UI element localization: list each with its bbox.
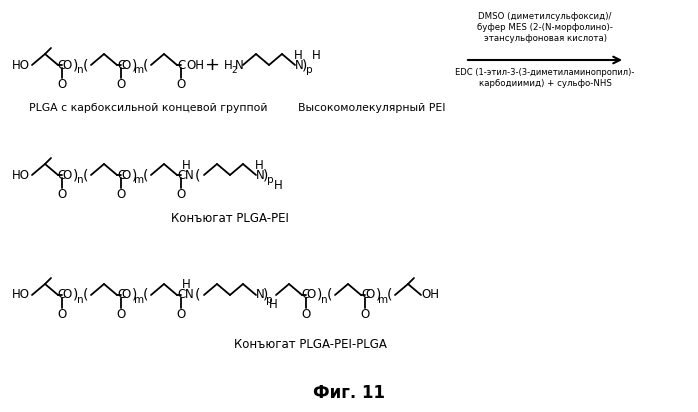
Text: N: N — [295, 59, 304, 72]
Text: (: ( — [142, 288, 148, 302]
Text: ): ) — [133, 288, 138, 302]
Text: C: C — [117, 59, 125, 72]
Text: C: C — [177, 169, 185, 182]
Text: O: O — [117, 307, 126, 321]
Text: ): ) — [73, 58, 79, 72]
Text: O: O — [121, 288, 131, 302]
Text: ): ) — [73, 288, 79, 302]
Text: H: H — [255, 159, 263, 171]
Text: O: O — [306, 288, 315, 302]
Text: p: p — [267, 175, 274, 185]
Text: N: N — [256, 288, 265, 302]
Text: Фиг. 11: Фиг. 11 — [313, 384, 385, 402]
Text: O: O — [177, 77, 186, 91]
Text: +: + — [205, 56, 219, 74]
Text: C: C — [302, 288, 310, 302]
Text: (: ( — [82, 58, 88, 72]
Text: p: p — [266, 295, 272, 305]
Text: H: H — [181, 159, 191, 171]
Text: ): ) — [133, 58, 138, 72]
Text: HO: HO — [12, 169, 30, 182]
Text: O: O — [62, 169, 72, 182]
Text: O: O — [121, 169, 131, 182]
Text: H: H — [311, 49, 320, 61]
Text: m: m — [378, 295, 388, 305]
Text: O: O — [177, 187, 186, 201]
Text: O: O — [177, 307, 186, 321]
Text: карбодиимид) + сульфо-NHS: карбодиимид) + сульфо-NHS — [479, 79, 611, 87]
Text: ): ) — [263, 288, 269, 302]
Text: (: ( — [326, 288, 332, 302]
Text: O: O — [117, 187, 126, 201]
Text: H: H — [274, 178, 283, 192]
Text: PLGA с карбоксильной концевой группой: PLGA с карбоксильной концевой группой — [29, 103, 267, 113]
Text: H: H — [224, 59, 232, 72]
Text: N: N — [256, 169, 265, 182]
Text: O: O — [62, 288, 72, 302]
Text: m: m — [134, 175, 144, 185]
Text: Высокомолекулярный PEI: Высокомолекулярный PEI — [298, 103, 446, 113]
Text: H: H — [294, 49, 302, 61]
Text: ): ) — [376, 288, 382, 302]
Text: EDC (1-этил-3-(3-диметиламинопропил)-: EDC (1-этил-3-(3-диметиламинопропил)- — [455, 68, 634, 77]
Text: H: H — [181, 279, 191, 292]
Text: O: O — [57, 307, 66, 321]
Text: n: n — [77, 295, 83, 305]
Text: (: ( — [142, 58, 148, 72]
Text: N: N — [235, 59, 244, 72]
Text: (: ( — [386, 288, 392, 302]
Text: буфер MES (2-(N-морфолино)-: буфер MES (2-(N-морфолино)- — [477, 23, 613, 31]
Text: H: H — [269, 299, 277, 311]
Text: O: O — [360, 307, 370, 321]
Text: ): ) — [318, 288, 322, 302]
Text: m: m — [134, 295, 144, 305]
Text: DMSO (диметилсульфоксид)/: DMSO (диметилсульфоксид)/ — [478, 12, 611, 21]
Text: ): ) — [133, 168, 138, 182]
Text: ): ) — [263, 168, 269, 182]
Text: n: n — [320, 295, 327, 305]
Text: O: O — [121, 59, 131, 72]
Text: O: O — [302, 307, 311, 321]
Text: C: C — [177, 59, 185, 72]
Text: HO: HO — [12, 288, 30, 302]
Text: n: n — [77, 65, 83, 75]
Text: 2: 2 — [231, 66, 237, 75]
Text: C: C — [361, 288, 369, 302]
Text: ): ) — [302, 58, 308, 72]
Text: C: C — [177, 288, 185, 302]
Text: C: C — [117, 169, 125, 182]
Text: (: ( — [82, 288, 88, 302]
Text: m: m — [134, 65, 144, 75]
Text: O: O — [57, 187, 66, 201]
Text: (: ( — [195, 288, 201, 302]
Text: Конъюгат PLGA-PEI-PLGA: Конъюгат PLGA-PEI-PLGA — [234, 339, 387, 351]
Text: OH: OH — [421, 288, 439, 302]
Text: HO: HO — [12, 59, 30, 72]
Text: N: N — [185, 288, 193, 302]
Text: O: O — [365, 288, 375, 302]
Text: Конъюгат PLGA-PEI: Конъюгат PLGA-PEI — [171, 211, 289, 225]
Text: OH: OH — [186, 59, 204, 72]
Text: C: C — [117, 288, 125, 302]
Text: O: O — [62, 59, 72, 72]
Text: N: N — [185, 169, 193, 182]
Text: p: p — [306, 65, 312, 75]
Text: этансульфоновая кислота): этансульфоновая кислота) — [484, 33, 607, 42]
Text: n: n — [77, 175, 83, 185]
Text: C: C — [58, 169, 66, 182]
Text: O: O — [117, 77, 126, 91]
Text: C: C — [58, 59, 66, 72]
Text: O: O — [57, 77, 66, 91]
Text: (: ( — [82, 168, 88, 182]
Text: C: C — [58, 288, 66, 302]
Text: (: ( — [142, 168, 148, 182]
Text: (: ( — [195, 168, 201, 182]
Text: ): ) — [73, 168, 79, 182]
